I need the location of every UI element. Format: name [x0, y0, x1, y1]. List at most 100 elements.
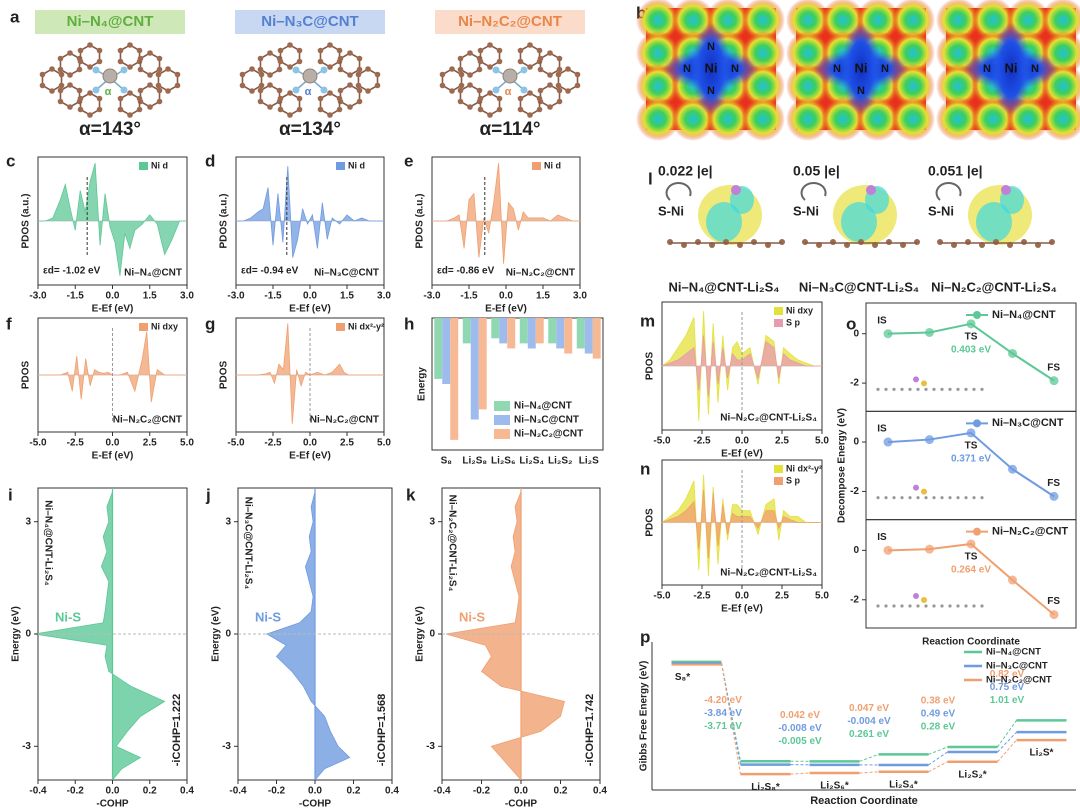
pdos-area	[236, 323, 384, 424]
bar	[592, 318, 601, 359]
map-blob	[936, 97, 980, 141]
atom	[155, 82, 162, 89]
atom	[257, 55, 264, 62]
decor-atom	[921, 597, 927, 603]
atom	[457, 55, 464, 62]
x-tick-label: Li₂S₆	[491, 456, 516, 467]
x-tick-label: 0.2	[347, 786, 361, 797]
atom	[136, 106, 143, 113]
atom	[347, 104, 353, 110]
atom	[667, 239, 673, 245]
barrier-label: 0.264 eV	[951, 565, 991, 576]
step-label: 1.01 eV	[990, 695, 1025, 706]
atom	[477, 47, 484, 54]
atom	[496, 106, 503, 113]
atom	[117, 58, 124, 65]
legend-label: Ni–N₂C₂@CNT	[514, 429, 583, 440]
x-tick-label: Li₂S₂*	[958, 769, 986, 780]
bond	[139, 52, 161, 76]
decor-atom	[916, 604, 920, 608]
atom	[57, 87, 64, 94]
atom	[257, 87, 264, 94]
connector	[859, 753, 879, 762]
x-axis-label: E-Ef (eV)	[721, 449, 763, 460]
atom	[449, 88, 455, 94]
title-box	[35, 10, 185, 34]
atom	[556, 55, 563, 62]
atom	[120, 66, 128, 74]
atom	[67, 104, 73, 110]
atom	[276, 66, 283, 73]
x-tick-label: 2.5	[775, 591, 789, 602]
x-tick-label: 0.0	[308, 786, 322, 797]
charge-transfer: 0.05 |e|	[793, 163, 840, 179]
x-tick-label: 0.0	[106, 786, 120, 797]
legend-swatch	[494, 429, 510, 439]
atom	[58, 71, 65, 78]
decor-atom	[980, 496, 984, 500]
panel-letter: j	[205, 485, 211, 504]
atom	[574, 71, 581, 78]
profile-point	[966, 539, 976, 549]
decor-atom	[916, 496, 920, 500]
bond	[557, 68, 579, 92]
arrow	[800, 181, 827, 201]
atom	[337, 55, 344, 62]
decor-atom	[948, 387, 952, 391]
atom	[458, 82, 465, 89]
atom	[556, 87, 563, 94]
atom	[565, 88, 571, 94]
atom	[937, 239, 943, 245]
bar	[470, 318, 479, 420]
atom	[156, 66, 163, 73]
atom	[355, 71, 362, 78]
x-tick-label: -2.5	[264, 438, 282, 449]
x-axis-label: E-Ef (eV)	[721, 604, 763, 615]
pdos-area	[38, 331, 187, 403]
atom	[537, 66, 544, 73]
map-blob	[891, 0, 935, 42]
legend-label: Ni dxy	[786, 305, 813, 315]
atom	[802, 239, 808, 245]
x-tick-label: Li₂S₄*	[889, 779, 918, 790]
x-tick-label: 0.0	[303, 291, 317, 302]
atom	[287, 112, 293, 118]
decor-atom	[972, 496, 976, 500]
atom	[556, 98, 563, 105]
legend-swatch	[774, 319, 783, 327]
x-axis-label: E-Ef (eV)	[485, 304, 527, 315]
charge-density	[976, 202, 1012, 242]
x-tick-label: 3.0	[377, 291, 391, 302]
bond	[279, 92, 301, 116]
atom	[439, 71, 446, 78]
step-label: 0.49 eV	[921, 709, 956, 720]
bar	[434, 318, 443, 379]
decor-atom	[921, 380, 927, 387]
connector	[859, 771, 879, 774]
bond	[479, 44, 501, 68]
atom	[517, 58, 524, 65]
x-tick-label: -2.5	[67, 438, 85, 449]
atom	[317, 106, 324, 113]
start-label: S₈*	[675, 672, 690, 683]
decor-atom	[964, 387, 968, 391]
y-axis-label: Energy	[417, 367, 428, 401]
atom	[136, 47, 143, 54]
bond	[79, 44, 101, 68]
atom	[92, 66, 100, 74]
x-axis-label: E-Ef (eV)	[92, 451, 134, 462]
atom	[517, 95, 524, 102]
point-label: FS	[1047, 596, 1060, 607]
atom	[356, 87, 363, 94]
atom	[487, 90, 493, 96]
atom	[527, 90, 533, 96]
step-label: 0.047 eV	[849, 703, 889, 714]
atom	[476, 66, 483, 73]
profile-point	[1008, 348, 1017, 358]
y-axis-label: PDOS	[21, 361, 32, 390]
step-label: -0.004 eV	[847, 716, 891, 727]
atom	[292, 86, 300, 94]
bond	[519, 44, 541, 68]
bar	[507, 318, 516, 349]
bond	[139, 84, 161, 108]
